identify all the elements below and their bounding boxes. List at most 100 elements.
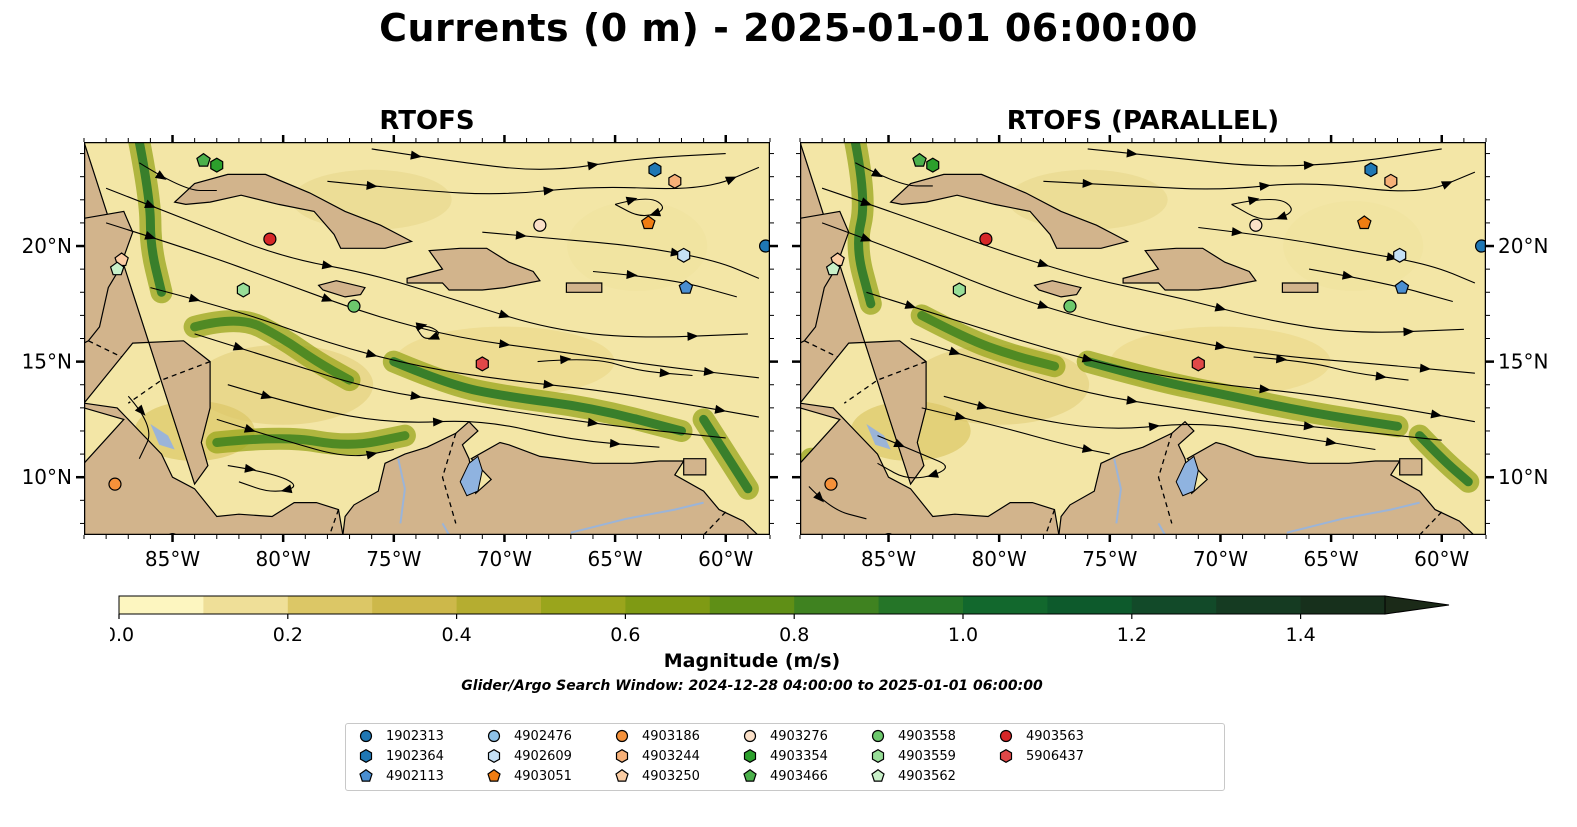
lat-tick-label: 15°N [1498,350,1548,374]
streamline-arrow [1440,181,1453,190]
legend-marker-4903051 [487,768,501,782]
legend-label: 4903250 [642,768,700,784]
float-marker-4903562 [825,261,841,276]
map-panel-rtofs [84,142,770,535]
streamline-arrow [365,450,378,460]
streamline-arrow [1126,395,1138,405]
colorbar-extend-arrow [1384,595,1450,615]
streamline-arrow [948,346,961,356]
float-marker-4903563 [979,232,993,246]
land-cuba [889,173,1130,249]
legend-marker-4903186 [615,729,629,743]
land-south-america [342,420,770,535]
lon-tick-label: 75°W [366,547,421,571]
river [570,501,704,534]
legend-label: 4903562 [898,768,956,784]
legend-marker-4902113 [359,768,373,782]
streamline [1231,198,1292,220]
float-marker-4903559 [952,282,966,298]
legend-marker-4903244 [615,749,629,763]
current-jet-core [917,310,1059,371]
streamline-arrow [144,231,157,240]
streamline-arrow [188,293,201,303]
lon-tick-label: 60°W [698,547,753,571]
land-central-america [800,142,1060,535]
legend-item-4902609: 4902609 [486,747,572,765]
legend-item-4903558: 4903558 [870,727,956,745]
streamline-arrow [1419,363,1432,373]
colorbar-segment [1300,596,1386,614]
lat-tick-label: 10°N [22,465,72,489]
float-marker-4903558 [1063,299,1077,313]
current-jet-core [1415,431,1473,487]
float-marker-4903466 [912,152,927,167]
legend-label: 4902609 [514,748,572,764]
colorbar-tick-label: 1.2 [1117,624,1147,646]
current-jet-core [190,316,354,385]
legend-label: 4903563 [1026,728,1084,744]
legend-item-4903244: 4903244 [614,747,700,765]
streamline-arrow [1214,302,1227,312]
streamline-arrow [587,161,599,171]
lake-nicaragua [866,424,891,450]
streamline [866,291,1475,423]
colorbar-segment [1131,596,1217,614]
colorbar-segment [1216,596,1302,614]
colorbar-segment [1047,596,1133,614]
legend-marker-1902364 [359,749,373,763]
streamline-arrow [134,404,146,416]
legend-label: 4903558 [898,728,956,744]
streamline-arrow [498,339,511,349]
legend-label: 4902113 [386,768,444,784]
country-border [1044,509,1056,535]
legend-item-4903563: 4903563 [998,727,1084,745]
float-marker-4903558 [347,299,361,313]
streamline [855,162,933,187]
streamline-arrow [860,233,873,242]
land-cuba [173,173,414,249]
streamline-arrow [543,186,555,196]
streamline-arrow [870,168,883,178]
legend: 1902313 1902364 4902113 4902476 4902609 49030… [345,723,1225,791]
streamline [592,270,737,298]
country-border [441,433,457,524]
streamline-arrow [724,176,737,186]
legend-label: 4903244 [642,748,700,764]
legend-label: 4903276 [770,728,828,744]
streamline-arrow [410,391,422,400]
colorbar-segment [203,596,289,614]
colorbar-tick-label: 0.6 [610,624,640,646]
current-jet-core [1083,357,1402,431]
legend-item-1902313: 1902313 [358,727,444,745]
land-yucatan [84,142,134,344]
lon-tick-label: 60°W [1414,547,1469,571]
streamline-arrow [1403,327,1415,337]
streamline-arrow [860,197,873,206]
legend-marker-5906437 [999,749,1013,763]
streamline-arrow [280,484,293,494]
current-jet-core [699,414,753,494]
legend-label: 4903051 [514,768,572,784]
legend-marker-4903354 [743,749,757,763]
legend-label: 4902476 [514,728,572,744]
streamline-arrow [927,469,939,478]
streamline-arrow [1126,148,1138,158]
lat-tick-label: 15°N [22,350,72,374]
streamline-arrow [1303,421,1315,431]
streamline [194,333,726,439]
streamline-arrow [1231,227,1243,237]
legend-item-4902476: 4902476 [486,727,572,745]
streamline [482,231,760,279]
streamline-arrow [1037,300,1050,309]
float-marker-4903276 [533,218,547,232]
legend-label: 1902364 [386,748,444,764]
streamline-arrow [893,438,906,448]
river [441,522,450,535]
legend-marker-4903250 [615,768,629,782]
country-border [1157,433,1173,524]
float-marker-4902609 [677,247,691,263]
land-puerto-rico [1281,282,1319,293]
map-frame [800,142,1486,535]
land-puerto-rico [565,282,603,293]
streamline-arrow [904,300,917,309]
